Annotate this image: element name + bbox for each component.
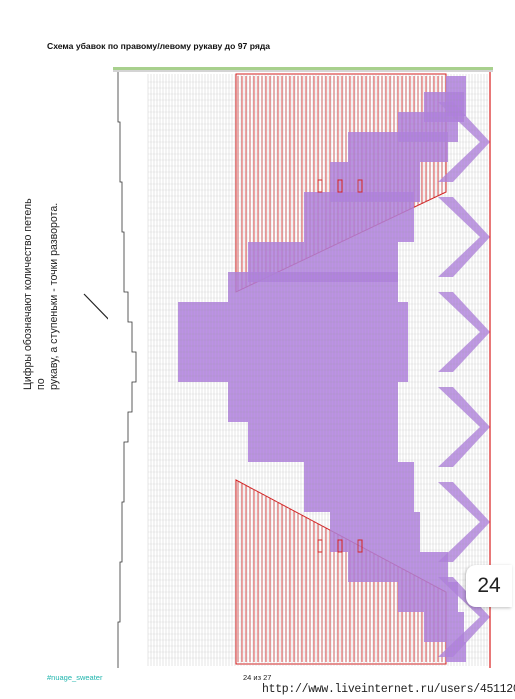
side-note-line-2: рукаву, а ступеньки - точки разворота. [48,202,60,390]
turn-steps-left [117,72,137,668]
footer-page-number: 24 из 27 [243,673,272,682]
chart-title: Схема убавок по правому/левому рукаву до… [47,41,271,51]
side-note-line-1: Цифры обозначают количество петель по [22,198,47,390]
page-badge: 24 [466,565,512,607]
side-note: Цифры обозначают количество петель по ру… [22,190,61,390]
footer-hashtag[interactable]: #nuage_sweater [47,673,103,682]
grid-lines [147,74,488,666]
knitting-chart [108,62,500,674]
watermark-url[interactable]: http://www.liveinternet.ru/users/4511209… [262,683,515,696]
